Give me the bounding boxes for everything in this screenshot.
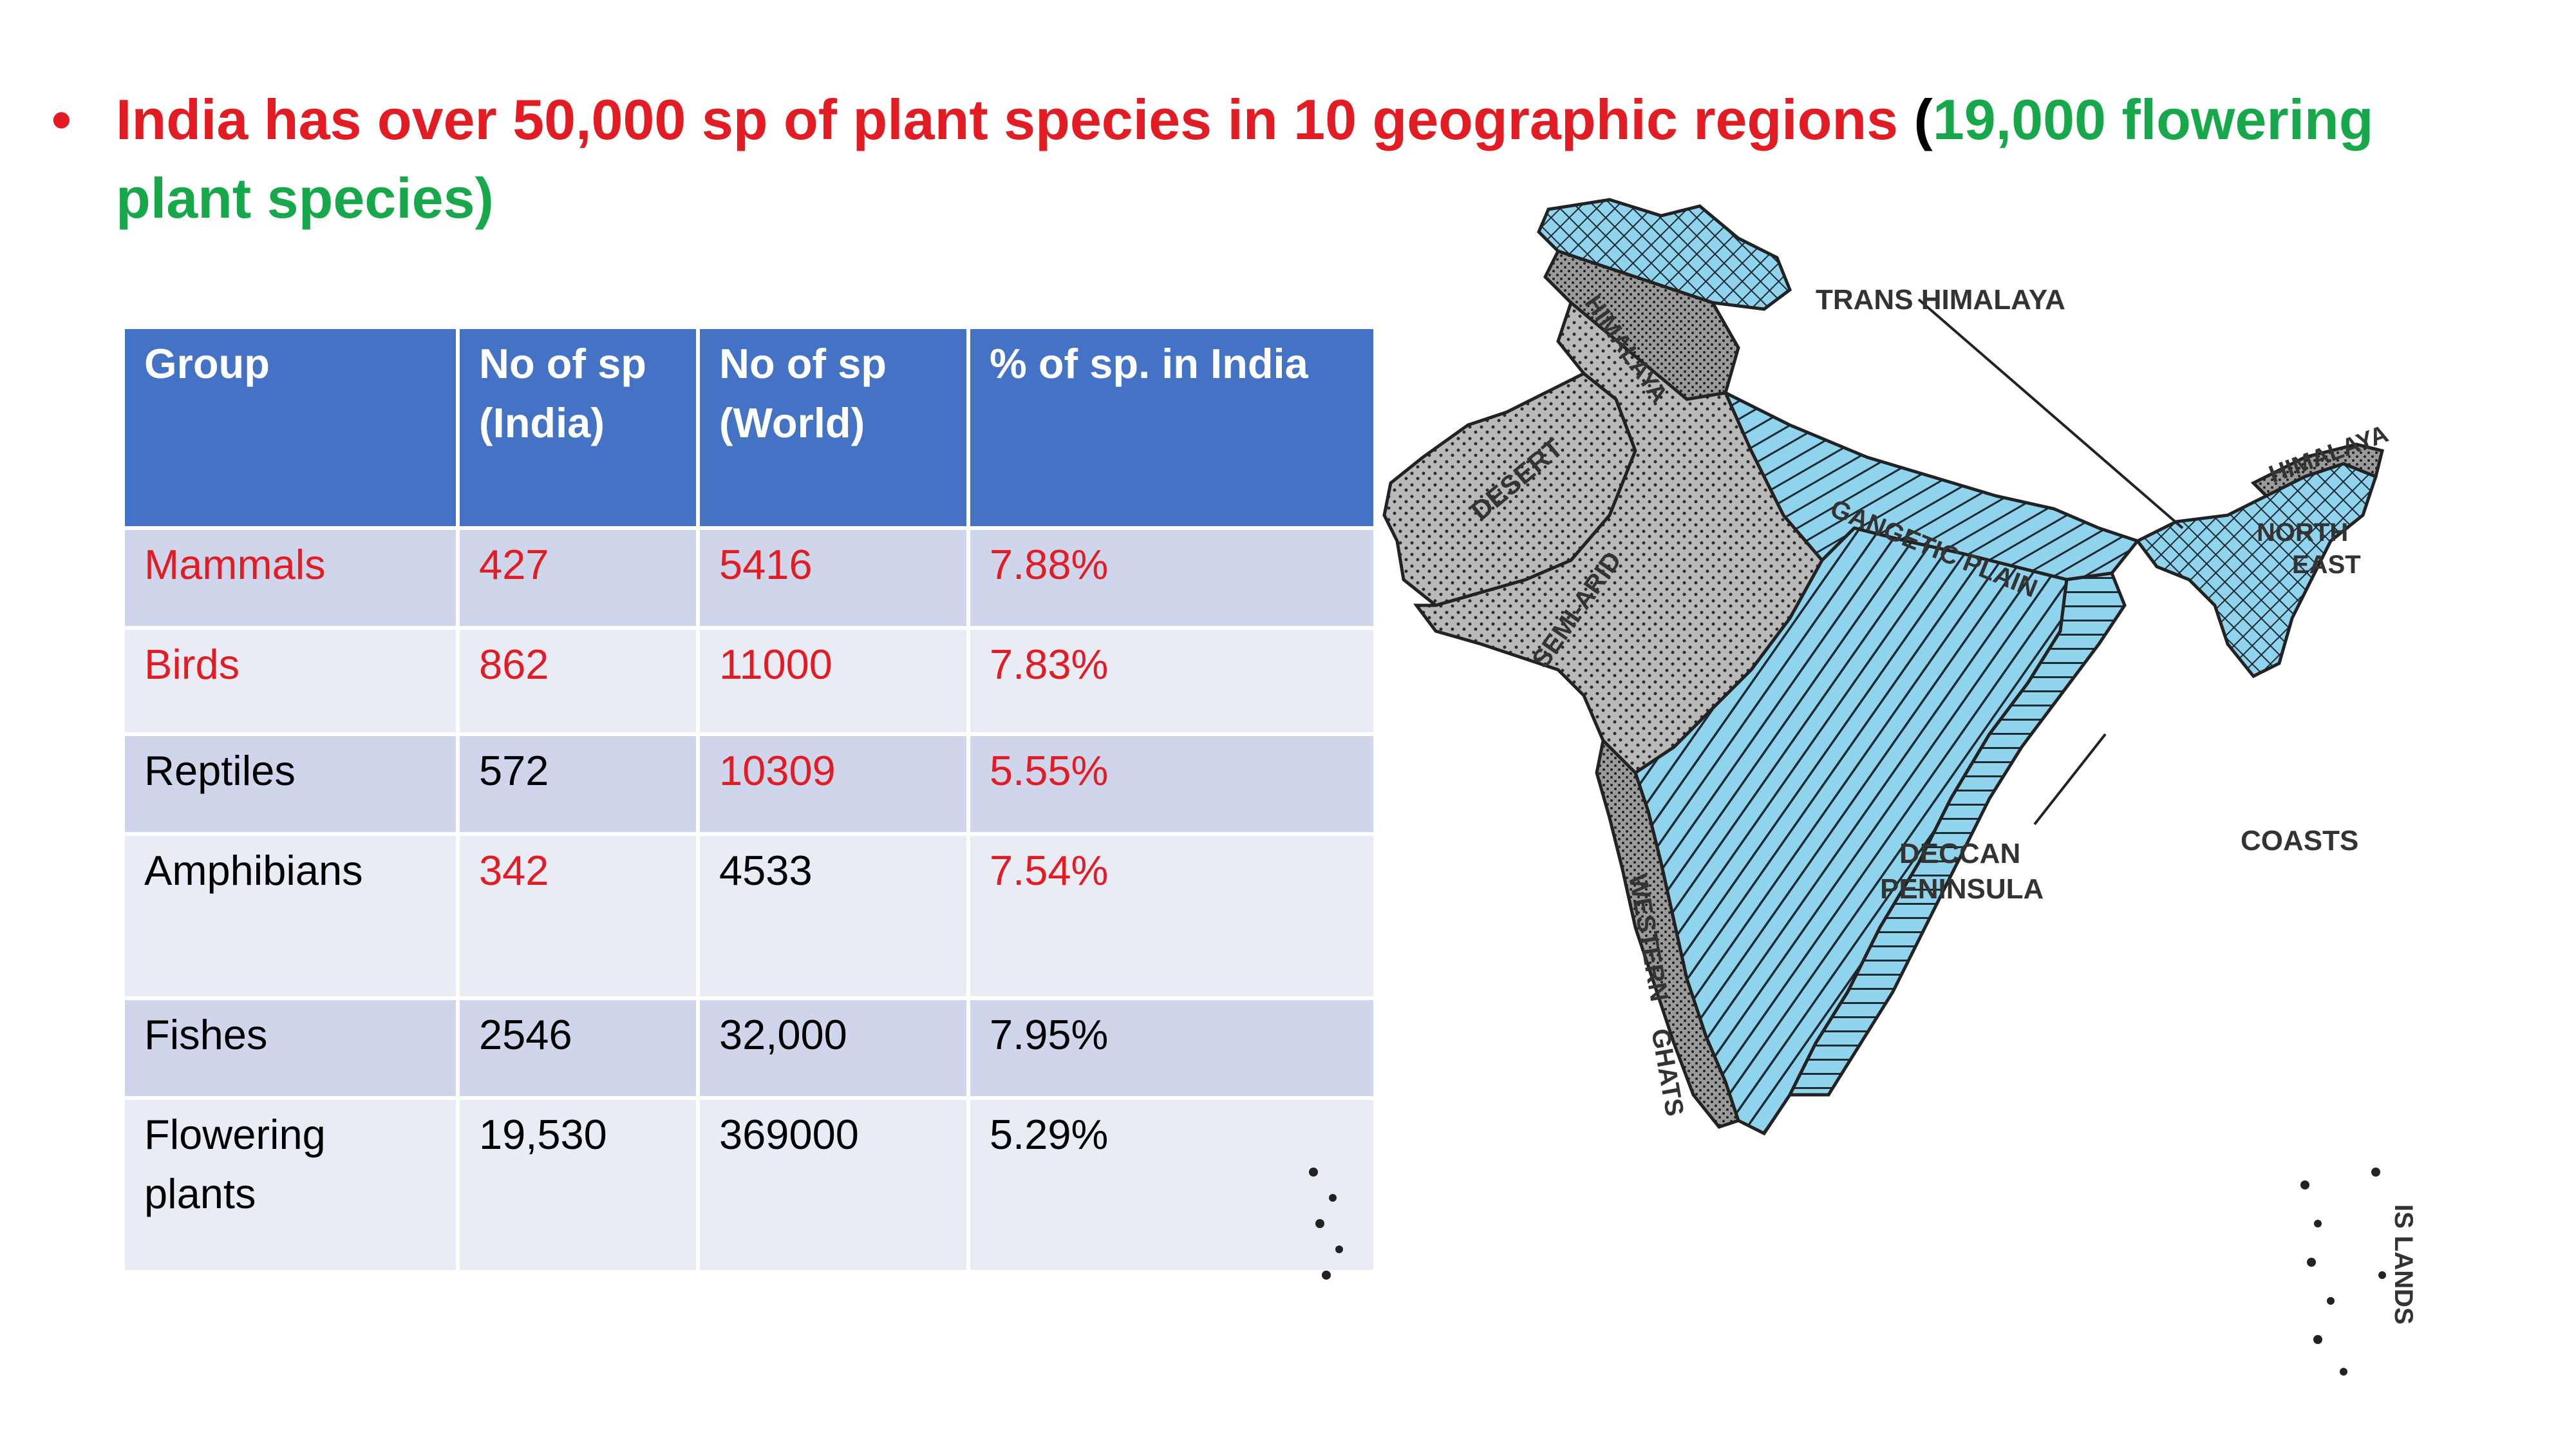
cell-percent: 5.55% [966, 732, 1377, 836]
bullet-text: India has over 50,000 sp of plant specie… [116, 80, 2434, 238]
table-header-row: Group No of sp (India) No of sp (World) … [121, 325, 1377, 530]
bullet-dot: • [52, 88, 71, 151]
cell-percent: 7.95% [966, 996, 1377, 1100]
cell-group: Amphibians [121, 832, 460, 1000]
cell-world: 369000 [696, 1096, 970, 1274]
table-row-birds: Birds 862 11000 7.83% [121, 626, 1377, 736]
cell-world: 5416 [696, 526, 970, 630]
map-svg: TRANS HIMALAYA HIMALAYA DESERT SEMI-ARID… [1309, 198, 2418, 1376]
label-deccan: DECCAN [1899, 838, 2020, 869]
bullet-text-green: 19,000 flowering plant species) [116, 88, 2374, 230]
label-islands: IS LANDS [2389, 1204, 2418, 1325]
cell-world: 32,000 [696, 996, 970, 1100]
cell-india: 572 [456, 732, 700, 836]
cell-world: 10309 [696, 732, 970, 836]
header-world: No of sp (World) [696, 325, 970, 530]
cell-india: 2546 [456, 996, 700, 1100]
table-row-flowering-plants: Flowering plants 19,530 369000 5.29% [121, 1096, 1377, 1274]
bullet-text-red: India has over 50,000 sp of plant specie… [116, 88, 1899, 151]
species-table: Group No of sp (India) No of sp (World) … [121, 325, 1377, 1274]
cell-percent: 7.54% [966, 832, 1377, 1000]
cell-world: 4533 [696, 832, 970, 1000]
label-peninsula: PENINSULA [1880, 873, 2044, 905]
cell-world: 11000 [696, 626, 970, 736]
cell-india: 342 [456, 832, 700, 1000]
header-group: Group [121, 325, 460, 530]
pointer-coasts-a [2033, 733, 2107, 826]
india-regions-map: TRANS HIMALAYA HIMALAYA DESERT SEMI-ARID… [1223, 180, 2498, 1417]
region-coasts [1787, 571, 2127, 1097]
cell-percent: 7.83% [966, 626, 1377, 736]
table-row-fishes: Fishes 2546 32,000 7.95% [121, 996, 1377, 1100]
bullet-paren: ( [1913, 88, 1933, 151]
islands-dots [1309, 1168, 2386, 1376]
cell-india: 427 [456, 526, 700, 630]
table-row-mammals: Mammals 427 5416 7.88% [121, 526, 1377, 630]
cell-india: 19,530 [456, 1096, 700, 1274]
cell-group: Birds [121, 626, 460, 736]
cell-group: Fishes [121, 996, 460, 1100]
region-north-east [2135, 462, 2378, 679]
cell-group: Mammals [121, 526, 460, 630]
header-india: No of sp (India) [456, 325, 700, 530]
label-trans-himalaya: TRANS HIMALAYA [1816, 284, 2065, 316]
cell-group: Flowering plants [121, 1096, 460, 1274]
cell-percent: 7.88% [966, 526, 1377, 630]
table-row-amphibians: Amphibians 342 4533 7.54% [121, 832, 1377, 1000]
bullet-point: • India has over 50,000 sp of plant spec… [52, 80, 2434, 238]
region-himalaya-east [2250, 442, 2385, 498]
cell-india: 862 [456, 626, 700, 736]
label-north: NORTH [2257, 518, 2348, 547]
cell-group: Reptiles [121, 732, 460, 836]
region-western-ghats [1595, 737, 1741, 1129]
header-percent: % of sp. in India [966, 325, 1377, 530]
label-east: EAST [2292, 551, 2361, 579]
cell-percent: 5.29% [966, 1096, 1377, 1274]
table-row-reptiles: Reptiles 572 10309 5.55% [121, 732, 1377, 836]
pointer-trans-himalaya [1917, 298, 2184, 529]
label-coasts: COASTS [2241, 825, 2358, 857]
